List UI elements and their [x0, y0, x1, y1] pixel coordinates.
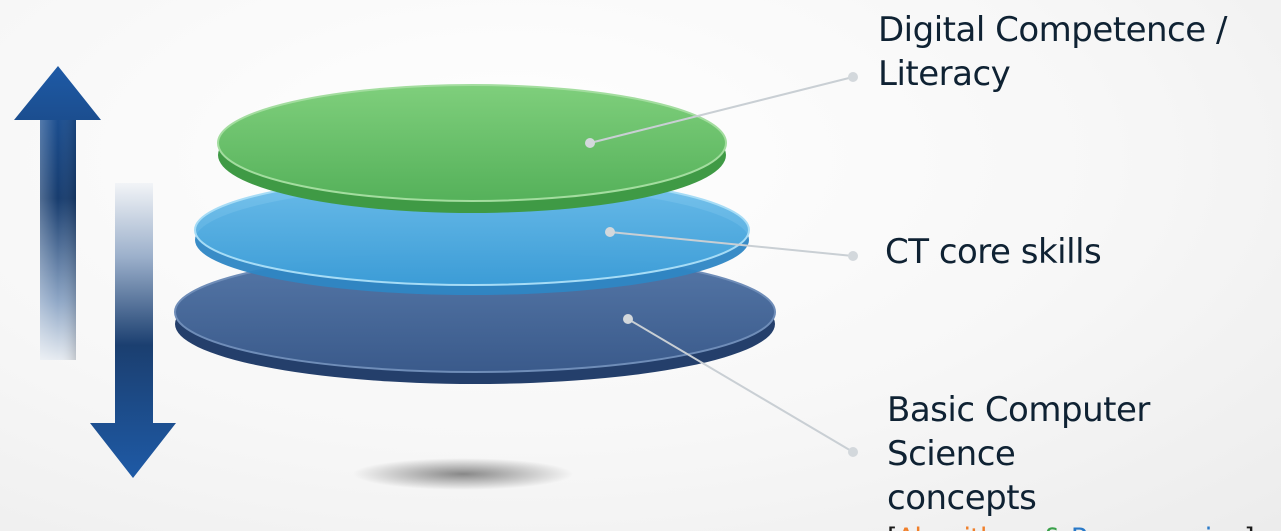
leader-line-bottom	[623, 314, 858, 457]
stack-shadow	[353, 458, 573, 490]
layer-top-label-line-1: Digital Competence /	[878, 10, 1227, 50]
layer-bottom-label-line-2: concepts	[887, 478, 1037, 518]
layer-bottom-label: Basic Computer Science concepts [Algorit…	[887, 388, 1281, 531]
layer-middle-label-line-1: CT core skills	[885, 232, 1102, 272]
leader-line-middle	[605, 227, 858, 261]
arrow-down-icon	[90, 183, 176, 478]
layer-top-label-line-2: Literacy	[878, 54, 1011, 94]
algorithms-text: Algorithms	[897, 523, 1036, 531]
layer-bottom-label-line-1: Basic Computer Science	[887, 390, 1150, 474]
layer-top-disc	[217, 84, 727, 213]
close-bracket: ]	[1244, 523, 1255, 531]
arrow-up-icon	[14, 66, 101, 360]
ampersand-text: &	[1043, 523, 1064, 531]
layer-middle-label: CT core skills	[885, 230, 1275, 274]
programming-text: Programming	[1071, 523, 1245, 531]
leader-line-top	[585, 72, 858, 148]
layer-bottom-sub-label: [Algorithms & Programming]	[887, 522, 1281, 531]
open-bracket: [	[887, 523, 898, 531]
layer-top-label: Digital Competence / Literacy	[878, 8, 1278, 96]
